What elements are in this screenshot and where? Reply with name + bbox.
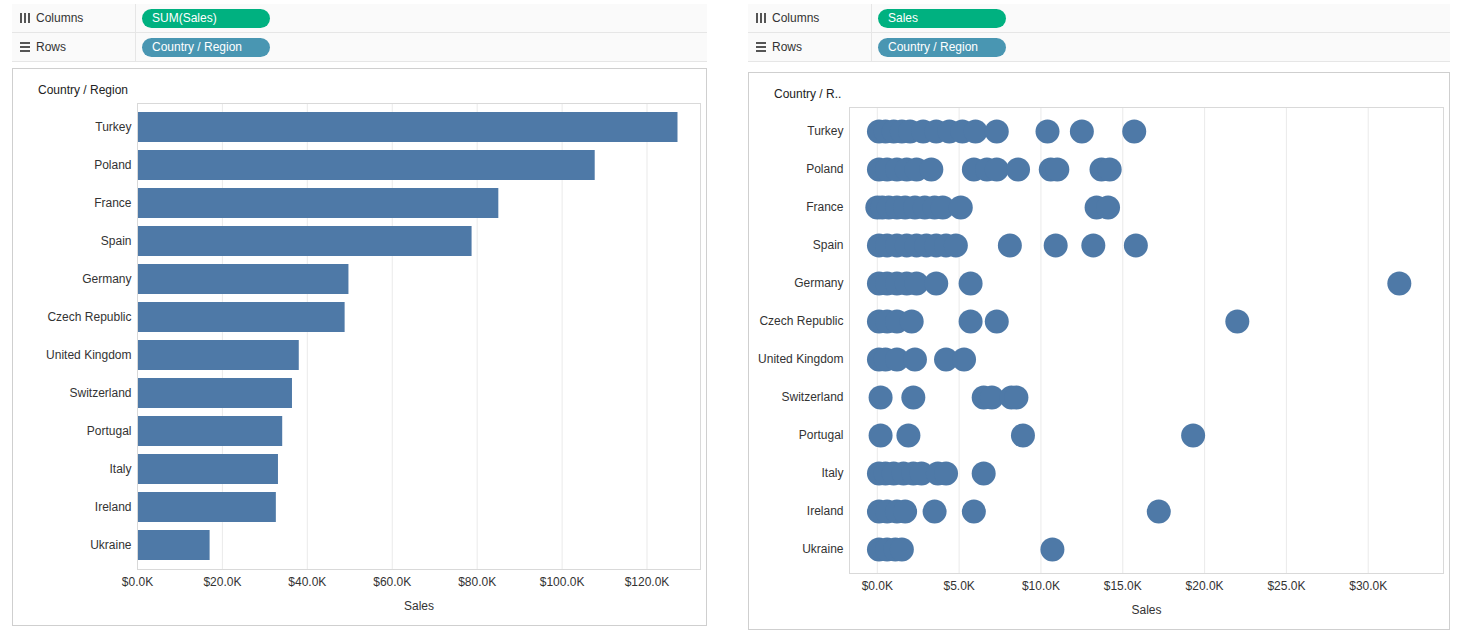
svg-text:$100.0K: $100.0K <box>540 575 585 589</box>
svg-text:$40.0K: $40.0K <box>288 575 326 589</box>
html-text:Rows: Rows <box>772 40 802 54</box>
svg-text:Sales: Sales <box>1131 603 1161 617</box>
svg-text:$10.0K: $10.0K <box>1022 579 1060 593</box>
svg-text:$30.0K: $30.0K <box>1349 579 1387 593</box>
svg-text:Czech Republic: Czech Republic <box>759 314 843 328</box>
svg-text:Germany: Germany <box>82 272 131 286</box>
svg-text:Italy: Italy <box>109 462 131 476</box>
svg-text:Czech Republic: Czech Republic <box>47 310 131 324</box>
svg-text:$0.0K: $0.0K <box>122 575 153 589</box>
html-text:Sales: Sales <box>888 10 918 25</box>
html-text:Country / Region: Country / Region <box>38 83 128 97</box>
svg-text:Switzerland: Switzerland <box>781 390 843 404</box>
svg-text:Spain: Spain <box>813 238 844 252</box>
svg-text:$120.0K: $120.0K <box>625 575 670 589</box>
svg-text:France: France <box>94 196 132 210</box>
svg-text:Ukraine: Ukraine <box>802 542 844 556</box>
svg-text:Turkey: Turkey <box>807 124 843 138</box>
svg-text:$60.0K: $60.0K <box>373 575 411 589</box>
html-text:Country / Region: Country / Region <box>888 39 978 54</box>
html-text:Country / R..: Country / R.. <box>774 87 842 101</box>
svg-text:$25.0K: $25.0K <box>1267 579 1305 593</box>
svg-text:Poland: Poland <box>806 162 843 176</box>
svg-text:$20.0K: $20.0K <box>203 575 241 589</box>
html-text:Columns: Columns <box>772 11 820 25</box>
svg-text:$15.0K: $15.0K <box>1104 579 1142 593</box>
html-text:Country / Region: Country / Region <box>152 39 242 54</box>
svg-text:Portugal: Portugal <box>87 424 132 438</box>
svg-text:Portugal: Portugal <box>799 428 844 442</box>
html-text:Rows: Rows <box>36 40 66 54</box>
svg-text:$80.0K: $80.0K <box>458 575 496 589</box>
svg-text:Turkey: Turkey <box>95 120 131 134</box>
svg-text:$20.0K: $20.0K <box>1186 579 1224 593</box>
svg-text:Ireland: Ireland <box>95 500 132 514</box>
svg-text:Sales: Sales <box>404 599 434 613</box>
svg-text:Italy: Italy <box>821 466 843 480</box>
svg-text:United Kingdom: United Kingdom <box>758 352 843 366</box>
svg-text:Ireland: Ireland <box>807 504 844 518</box>
svg-text:Spain: Spain <box>101 234 132 248</box>
svg-text:Germany: Germany <box>794 276 843 290</box>
html-text:Columns: Columns <box>36 11 84 25</box>
svg-text:United Kingdom: United Kingdom <box>46 348 131 362</box>
svg-text:$5.0K: $5.0K <box>943 579 974 593</box>
svg-text:Poland: Poland <box>94 158 131 172</box>
svg-text:France: France <box>806 200 844 214</box>
svg-text:$0.0K: $0.0K <box>862 579 893 593</box>
svg-text:Ukraine: Ukraine <box>90 538 132 552</box>
svg-text:Switzerland: Switzerland <box>69 386 131 400</box>
html-text:SUM(Sales): SUM(Sales) <box>152 10 217 25</box>
